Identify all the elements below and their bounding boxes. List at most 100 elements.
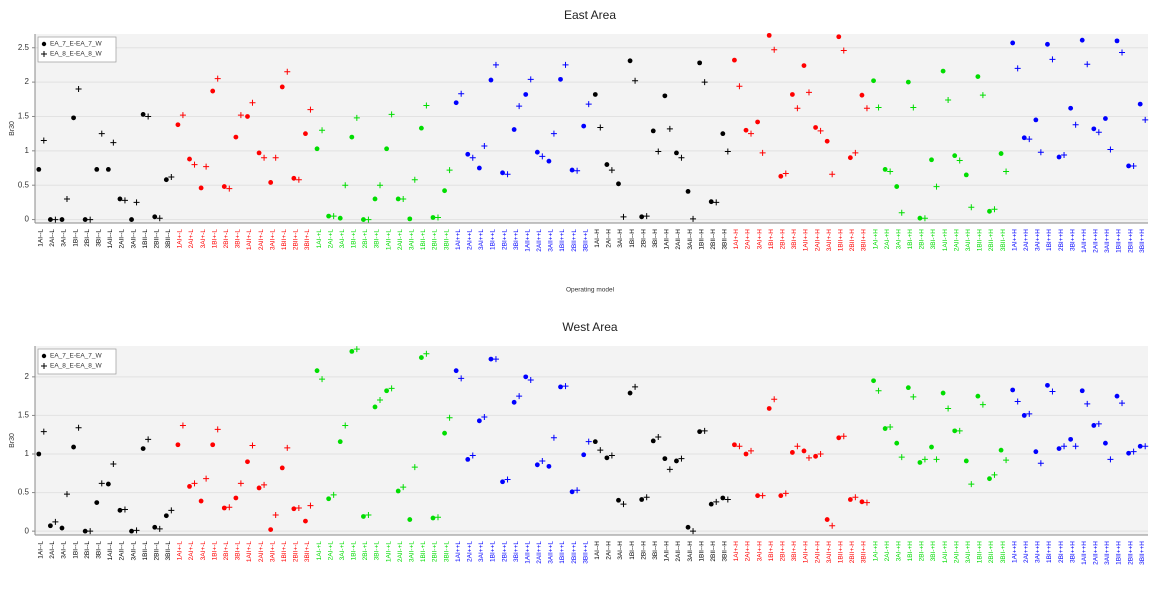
plus-point [342, 422, 349, 429]
plus-point [1107, 456, 1114, 463]
x-tick-label: 1AII++L [524, 541, 531, 564]
plus-point [75, 424, 82, 431]
plus-point [805, 89, 812, 96]
dot-point [789, 450, 795, 455]
dot-point [465, 151, 471, 157]
plus-point [434, 214, 441, 221]
x-tick-label: 2AI+-L [188, 229, 195, 249]
x-tick-label: 1AI+-L [177, 229, 184, 249]
x-tick-label: 1BII+-H [837, 541, 844, 564]
dot-point [755, 119, 761, 125]
dot-point [1114, 393, 1120, 399]
dot-point [720, 131, 726, 137]
x-tick-label: 2BII-+H [988, 229, 995, 252]
dot-point [1056, 446, 1062, 451]
plus-point [458, 375, 465, 382]
x-tick-label: 3BI+-L [235, 541, 242, 561]
x-tick-label: 1BII+-L [281, 229, 288, 251]
dot-point [268, 180, 274, 185]
dot-point [349, 349, 355, 354]
plus-point [608, 167, 615, 174]
plus-point [643, 494, 650, 501]
plus-point [1142, 443, 1149, 450]
plus-point [539, 457, 546, 464]
x-tick-label: 2AI++L [466, 229, 473, 250]
dot-point [303, 131, 308, 137]
plus-point [214, 75, 221, 82]
dot-point [546, 463, 552, 469]
x-tick-label: 1BI++H [1046, 541, 1053, 563]
x-tick-label: 2BII++L [571, 541, 578, 564]
plus-point [945, 96, 952, 103]
dot-point [233, 134, 239, 140]
dot-point [1010, 40, 1016, 46]
plus-point [168, 507, 175, 514]
x-tick-label: 1BI--L [72, 541, 79, 559]
plus-point [829, 171, 836, 178]
dot-point [198, 185, 204, 191]
dot-point [94, 166, 100, 172]
x-tick-label: 2AI-+H [884, 541, 891, 562]
x-tick-label: 3BII-+H [1000, 541, 1007, 564]
dot-point [1079, 388, 1085, 394]
x-tick-label: 3AII+-H [826, 541, 833, 564]
dot-point [47, 217, 53, 222]
dot-point [453, 100, 459, 106]
dot-point [187, 156, 192, 162]
x-tick-label: 3AII++L [548, 541, 555, 564]
dot-point [407, 517, 413, 522]
plus-point [156, 525, 163, 532]
plus-point [690, 215, 697, 222]
plus-point [272, 154, 279, 161]
y-axis-label: Br30 [9, 121, 16, 136]
x-tick-label: 2AI+-L [188, 541, 195, 561]
dot-point [418, 125, 424, 131]
x-tick-label: 3AII-+H [965, 541, 972, 564]
plus-point [203, 475, 210, 482]
dot-point [326, 213, 332, 219]
plus-point [249, 99, 256, 106]
dot-point [152, 214, 158, 220]
dot-point [650, 438, 656, 444]
plus-point [481, 143, 488, 150]
x-tick-label: 2AII-+H [953, 229, 960, 252]
x-tick-label: 2BII--H [710, 541, 717, 562]
dot-point [546, 158, 552, 164]
x-tick-label: 2AII--H [675, 541, 682, 562]
plus-point [863, 105, 870, 112]
dot-point [1021, 413, 1027, 418]
plus-point [933, 183, 940, 190]
dot-point [604, 162, 610, 167]
x-tick-label: 3BII--H [722, 229, 729, 250]
dot-point [534, 462, 540, 468]
dot-point [998, 447, 1004, 453]
plus-point [782, 490, 789, 497]
dot-point [117, 196, 123, 202]
y-tick-label: 0 [25, 215, 30, 224]
plus-point [226, 185, 233, 192]
x-tick-label: 2AII++H [1093, 229, 1100, 253]
x-tick-label: 3BII--H [722, 541, 729, 562]
plus-point [759, 149, 766, 156]
plus-point [771, 46, 778, 53]
dot-point [500, 479, 505, 485]
dot-point [743, 127, 749, 133]
x-tick-label: 2BII-+H [988, 541, 995, 564]
x-tick-label: 3AII--L [130, 541, 137, 561]
plus-point [237, 112, 244, 119]
plus-point [365, 216, 372, 223]
x-tick-label: 1AI++H [1011, 541, 1018, 563]
dot-point [639, 497, 645, 502]
dot-point [59, 217, 65, 222]
x-tick-label: 1AII--L [107, 541, 114, 561]
dot-point [813, 453, 818, 459]
y-tick-label: 1.5 [18, 411, 30, 420]
x-tick-label: 3AII+-H [826, 229, 833, 252]
plus-point [516, 103, 523, 110]
dot-point [163, 513, 169, 519]
plus-point [574, 487, 581, 494]
plus-point [1061, 151, 1068, 158]
plus-point [75, 85, 82, 92]
dot-point [592, 92, 598, 97]
x-tick-label: 1BI++L [490, 229, 497, 250]
